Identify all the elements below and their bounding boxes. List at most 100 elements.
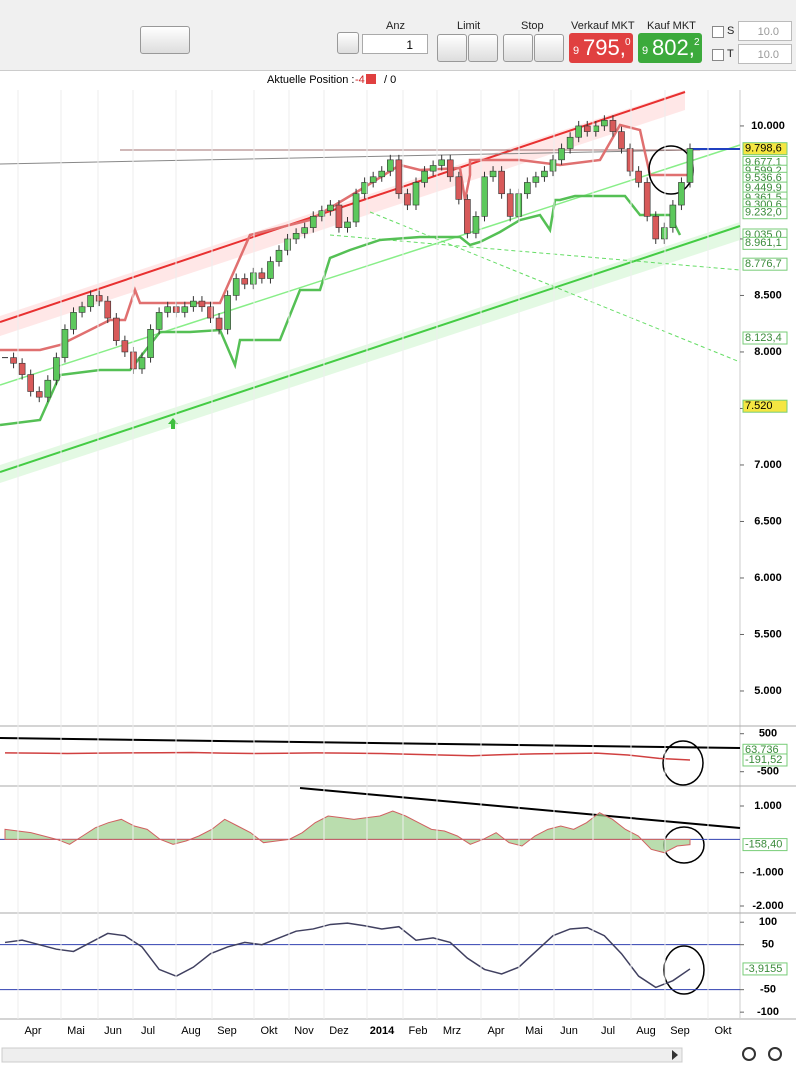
limit-sell-button[interactable] <box>468 34 498 62</box>
scroll-arrow[interactable] <box>672 1050 678 1060</box>
y-tick-label: 9.000 <box>754 233 782 245</box>
s-checkbox[interactable] <box>712 26 724 38</box>
candle <box>609 119 617 132</box>
price-tag-label: 63,736 <box>745 744 779 756</box>
y-tick-label: 5.500 <box>754 628 782 640</box>
dashed-line <box>369 211 741 363</box>
candle <box>327 204 334 211</box>
buy-small: 2 <box>694 37 700 48</box>
candle <box>215 317 223 330</box>
candle <box>95 295 103 302</box>
candle <box>190 300 197 308</box>
price-tag-label: 9.599,2 <box>745 165 782 177</box>
candle <box>472 216 480 234</box>
price-tag-label: -191,52 <box>745 754 782 766</box>
sell-small: 0 <box>625 37 631 48</box>
t-label: T <box>727 48 734 60</box>
sell-big: 9 <box>573 45 580 57</box>
zoom-out-icon[interactable] <box>768 1047 782 1061</box>
candle <box>53 357 60 381</box>
price-tag <box>742 142 788 156</box>
y-tick-label: 6.500 <box>754 515 782 527</box>
t-checkbox[interactable] <box>712 49 724 61</box>
candle <box>309 216 317 228</box>
candle <box>232 278 240 296</box>
position-separator: / 0 <box>384 74 397 86</box>
candle <box>532 176 540 183</box>
y-tick-label: 8.500 <box>754 289 782 301</box>
scrollbar <box>1 1047 782 1063</box>
candle <box>455 176 463 200</box>
chart-tool-button[interactable] <box>140 26 190 54</box>
candle <box>387 159 394 172</box>
arrow-icon <box>168 418 178 429</box>
s-input[interactable]: 10.0 <box>738 21 792 41</box>
price-tag-label: 9.677,1 <box>745 156 782 168</box>
price-tag <box>742 962 788 976</box>
y-tick-label: 7.000 <box>754 459 782 471</box>
candle <box>352 193 360 223</box>
sell-main: 795, <box>583 35 626 60</box>
x-tick-label: Mai <box>525 1025 543 1037</box>
stop-sell-button[interactable] <box>534 34 564 62</box>
black-trend-line <box>299 787 741 829</box>
candle <box>87 295 94 308</box>
qty-value: 1 <box>406 38 413 52</box>
line <box>4 751 691 761</box>
zoom-in-icon[interactable] <box>742 1047 756 1061</box>
decor <box>0 90 796 1020</box>
price-tag <box>742 257 788 271</box>
price-tag-label: 9.035,0 <box>745 229 782 241</box>
candle <box>592 125 600 132</box>
y-tick-label: -100 <box>757 1006 779 1018</box>
price-tag-label: 9.449,9 <box>745 182 782 194</box>
x-tick-label: Nov <box>294 1025 314 1037</box>
position-value: -4 <box>355 74 365 86</box>
candle <box>113 317 120 341</box>
x-tick-label: Mai <box>67 1025 85 1037</box>
sell-button[interactable]: 9 795, 0 <box>569 33 633 63</box>
candle <box>78 306 86 313</box>
candle <box>481 176 488 217</box>
s-value: 10.0 <box>757 26 779 38</box>
stop-buy-button[interactable] <box>503 34 533 62</box>
candle <box>121 340 129 353</box>
candle <box>498 170 505 195</box>
limit-buy-button[interactable] <box>437 34 467 62</box>
price-tag <box>742 236 788 250</box>
candle <box>421 170 428 183</box>
marks: 5.000 5.500 6.000 6.500 7.000 7.500 8.000 8.500… <box>0 90 788 1037</box>
settings-button[interactable] <box>337 32 359 54</box>
x-tick-label: Aug <box>636 1025 656 1037</box>
candle <box>395 159 403 195</box>
x-tick-label: Feb <box>409 1025 428 1037</box>
t-input[interactable]: 10.0 <box>738 44 792 64</box>
candle <box>601 119 608 127</box>
price-tag <box>742 171 788 185</box>
candle <box>506 193 514 217</box>
hand-circle <box>648 145 694 195</box>
close-icon[interactable] <box>366 74 376 84</box>
price-tag <box>742 164 788 178</box>
candle <box>284 238 291 251</box>
red-channel-glow <box>0 90 685 336</box>
scroll-track[interactable] <box>1 1047 683 1063</box>
qty-input[interactable]: 1 <box>362 34 428 54</box>
candle <box>164 306 171 313</box>
candle <box>172 306 180 313</box>
y-tick-label: 5.000 <box>754 685 782 697</box>
buy-button[interactable]: 9 802, 2 <box>638 33 702 63</box>
line <box>4 922 691 989</box>
price-tag <box>742 228 788 242</box>
candle <box>18 362 26 375</box>
position-label: Aktuelle Position : <box>267 74 355 86</box>
candle <box>524 182 531 195</box>
y-tick-label: 500 <box>759 728 777 740</box>
candle <box>207 306 214 319</box>
candle <box>104 300 112 319</box>
candle <box>575 125 582 138</box>
green-trend-line <box>0 144 741 386</box>
